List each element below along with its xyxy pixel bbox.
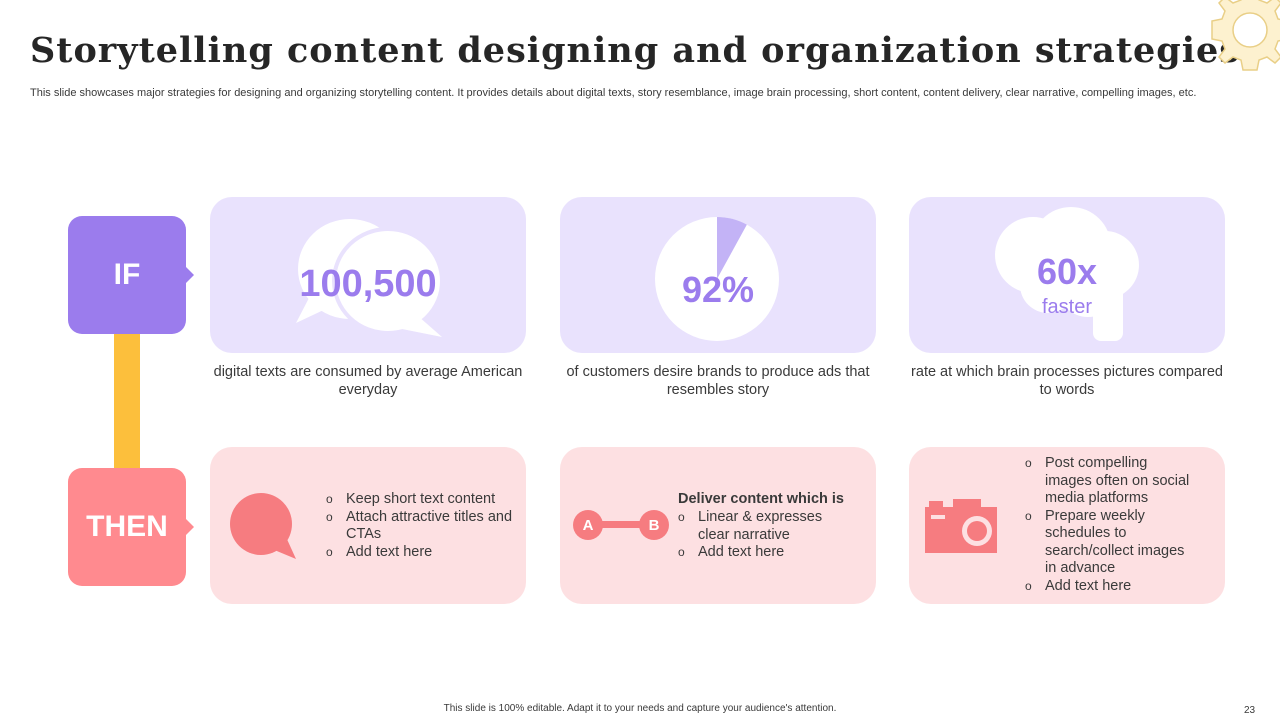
camera-icon (925, 499, 997, 553)
if-card-texts: 100,500 (210, 197, 526, 353)
short-content-bullets: Keep short text content Attach attractiv… (326, 491, 516, 561)
if-arrow (186, 267, 194, 283)
then-card-images: Post compelling images often on social m… (909, 447, 1225, 604)
pie-slice (717, 217, 747, 279)
list-item: Post compelling images often on social m… (1025, 455, 1197, 508)
images-bullets: Post compelling images often on social m… (1025, 455, 1197, 595)
if-label: IF (113, 258, 141, 291)
list-item: Prepare weekly schedules to search/colle… (1025, 508, 1197, 578)
list-item: Add text here (1025, 578, 1197, 596)
brain-head-icon (995, 207, 1139, 341)
then-arrow (186, 519, 194, 535)
content-delivery-heading: Deliver content which is (678, 491, 844, 507)
a-letter: A (583, 517, 594, 534)
list-item: Add text here (678, 544, 838, 562)
content-delivery-bullets: Linear & expresses clear narrative Add t… (678, 509, 838, 562)
stat-texts: 100,500 (299, 263, 437, 305)
list-item: Linear & expresses clear narrative (678, 509, 838, 544)
caption-brain: rate at which brain processes pictures c… (911, 364, 1223, 398)
page-number: 23 (1244, 705, 1256, 716)
list-item: Keep short text content (326, 491, 516, 509)
gear-icon (1211, 0, 1280, 71)
if-label-box: IF (68, 216, 194, 334)
then-card-content-delivery: A B Deliver content which is Linear & ex… (560, 447, 876, 604)
speech-bubbles-icon (296, 219, 444, 337)
slide-title: Storytelling content designing and organ… (30, 30, 1241, 71)
pie-chart-icon (655, 217, 779, 341)
then-label: THEN (86, 510, 168, 543)
stat-brain-sub: faster (1041, 296, 1093, 318)
if-card-stories: 92% (560, 197, 876, 353)
b-letter: B (649, 517, 660, 534)
stat-stories: 92% (681, 269, 755, 310)
slide-footer: This slide is 100% editable. Adapt it to… (443, 703, 837, 714)
then-card-short-content: Keep short text content Attach attractiv… (210, 447, 526, 604)
list-item: Attach attractive titles and CTAs (326, 509, 516, 544)
if-card-brain: 60x faster (909, 197, 1225, 353)
slide-subtitle: This slide showcases major strategies fo… (30, 87, 1197, 99)
caption-texts: digital texts are consumed by average Am… (213, 364, 523, 398)
then-label-box: THEN (68, 468, 194, 586)
chat-bubble-icon (230, 493, 296, 559)
list-item: Add text here (326, 544, 516, 562)
stat-brain: 60x (1036, 251, 1098, 292)
if-then-connector (114, 334, 140, 468)
caption-stories: of customers desire brands to produce ad… (566, 364, 870, 398)
a-to-b-icon: A B (573, 510, 669, 540)
